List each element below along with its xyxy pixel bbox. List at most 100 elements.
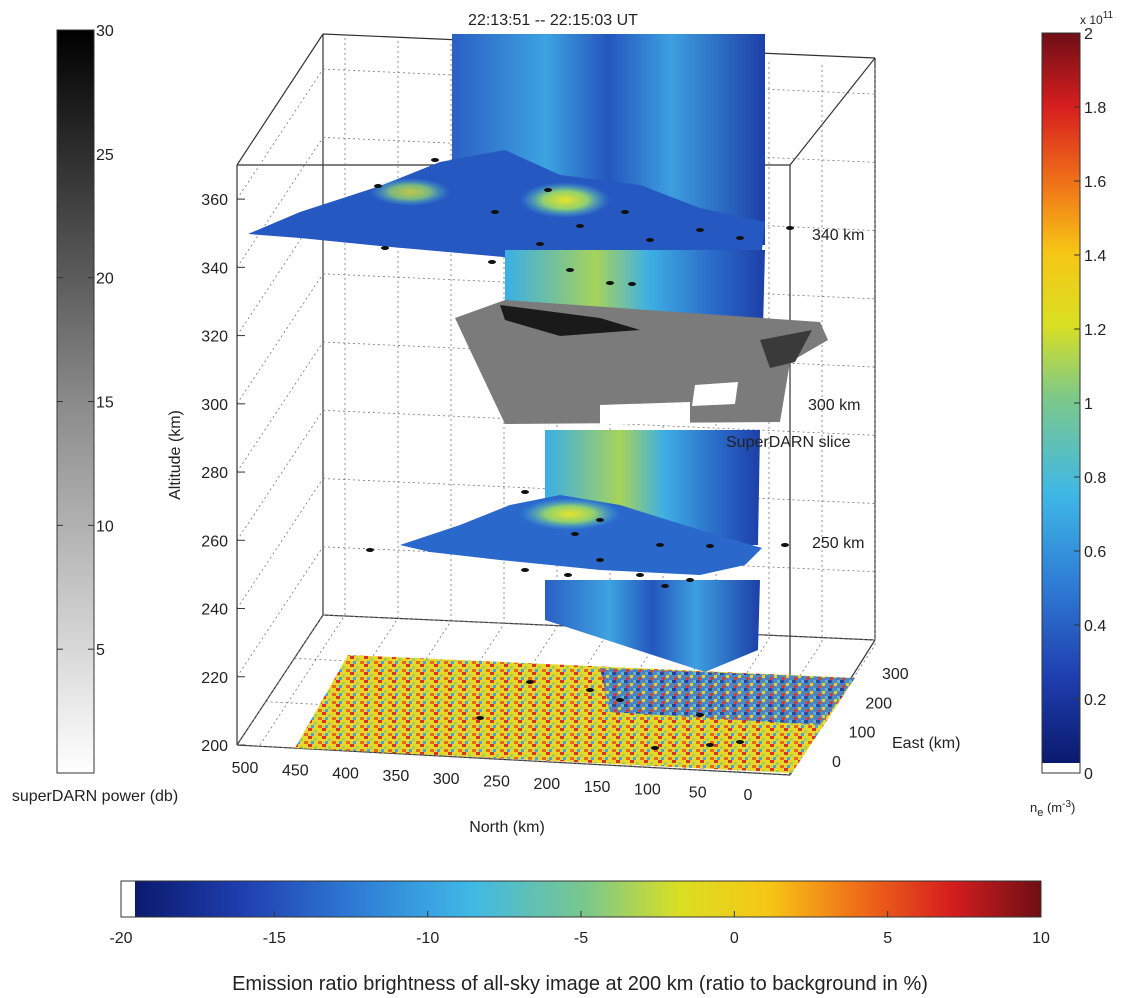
data-marker [596,558,604,562]
colorbar-ne-bar [1042,33,1080,763]
data-marker [606,281,614,285]
data-marker [628,282,636,286]
chart-title: 22:13:51 -- 22:15:03 UT [468,12,638,29]
ne-unit: (m [1043,800,1062,815]
data-marker [526,680,534,684]
data-marker [661,584,669,588]
ne-symbol: n [1030,800,1037,815]
colorbar-superdarn-tick-label: 25 [96,147,114,164]
colorbar-ne-tick-label: 0.8 [1084,470,1106,487]
grid-line [236,614,324,746]
data-marker [651,746,659,750]
north-tick-label: 100 [634,782,661,799]
data-marker [781,543,789,547]
colorbar-ne-tick-label: 1.8 [1084,100,1106,117]
slice-250km-hotspot [520,498,620,530]
data-marker [616,698,624,702]
north-tick-label: 350 [383,768,410,785]
colorbar-ne-multiplier: x 1011 [1080,10,1114,27]
grid-line [236,273,324,405]
east-tick-label: 300 [882,666,909,683]
box-edge [236,33,324,166]
grid-line [236,478,324,609]
grid-line [236,341,324,473]
north-tick-label: 450 [282,763,309,780]
data-marker [646,238,654,242]
colorbar-emission-tick-label: -15 [263,930,286,947]
data-marker [686,578,694,582]
grid-line [236,68,324,200]
colorbar-emission-label: Emission ratio brightness of all-sky ima… [232,973,928,995]
bottom-curtain [545,580,760,672]
colorbar-emission-ticks: -20 -15 -10 -5 0 5 10 [109,911,1050,947]
data-marker [621,210,629,214]
colorbar-ne-multiplier-exponent: 11 [1103,10,1114,21]
colorbar-emission-tick-label: 5 [883,930,892,947]
data-marker [636,573,644,577]
colorbar-emission: -20 -15 -10 -5 0 5 10 Emission ratio brightnes… [109,880,1050,995]
slice-340km-hotspot [370,178,450,206]
colorbar-ne-ticks: 0 0.2 0.4 0.6 0.8 1 1.2 1.4 1.6 1.8 2 [1074,26,1106,783]
data-marker [736,236,744,240]
colorbar-ne-tick-label: 1.6 [1084,174,1106,191]
grid-line [236,546,324,677]
grid-line [259,614,346,746]
data-marker [544,188,552,192]
data-marker [476,716,484,720]
colorbar-emission-floor [121,881,135,917]
superdarn-slice-note: SuperDARN slice [726,434,851,451]
data-marker [736,740,744,744]
east-ticks: 0 100 200 300 [832,666,909,771]
data-marker [381,246,389,250]
colorbar-emission-tick-label: 0 [730,930,739,947]
data-marker [521,568,529,572]
colorbar-ne-tick-label: 0 [1084,766,1093,783]
emission-low-region [600,668,855,725]
north-axis-label: North (km) [469,819,545,836]
slices-layer [248,34,855,773]
ne-unit-close: ) [1071,800,1075,815]
altitude-tick-label: 260 [201,533,228,550]
data-marker [586,688,594,692]
colorbar-emission-tick-label: 10 [1032,930,1050,947]
north-tick-label: 50 [689,784,707,801]
north-tick-label: 150 [584,779,611,796]
data-marker [366,548,374,552]
altitude-tick-label: 220 [201,670,228,687]
data-marker [696,713,704,717]
box-edge [789,57,876,166]
colorbar-emission-tick-label: -20 [109,930,132,947]
north-tick-label: 300 [433,771,460,788]
east-tick-label: 200 [865,695,892,712]
north-tick-label: 500 [232,760,259,777]
data-marker [786,226,794,230]
data-marker [431,158,439,162]
data-marker [576,224,584,228]
data-marker [696,228,704,232]
data-marker [706,743,714,747]
colorbar-superdarn-tick-label: 15 [96,395,114,412]
colorbar-ne-tick-label: 1.2 [1084,322,1106,339]
slice-340km [248,150,765,270]
north-ticks: 500 450 400 350 300 250 200 150 100 50 0 [232,760,753,804]
data-marker [536,242,544,246]
north-tick-label: 400 [332,765,359,782]
data-marker [564,573,572,577]
colorbar-emission-tick-label: -10 [416,930,439,947]
ne-subscript: e [1037,807,1043,819]
altitude-tick-label: 280 [201,465,228,482]
east-tick-label: 100 [849,725,876,742]
colorbar-superdarn-tick-label: 20 [96,271,114,288]
colorbar-emission-bar [135,881,1041,917]
altitude-tick-label: 360 [201,192,228,209]
east-tick-label: 0 [832,754,841,771]
altitude-tick-label: 200 [201,738,228,755]
colorbar-ne-tick-label: 1.4 [1084,248,1106,265]
grid-line [236,205,324,336]
superdarn-gap [692,382,738,406]
superdarn-gap [600,402,690,424]
grid-line [236,744,791,776]
superdarn-cell [760,330,812,368]
colorbar-ne-floor [1042,763,1080,773]
